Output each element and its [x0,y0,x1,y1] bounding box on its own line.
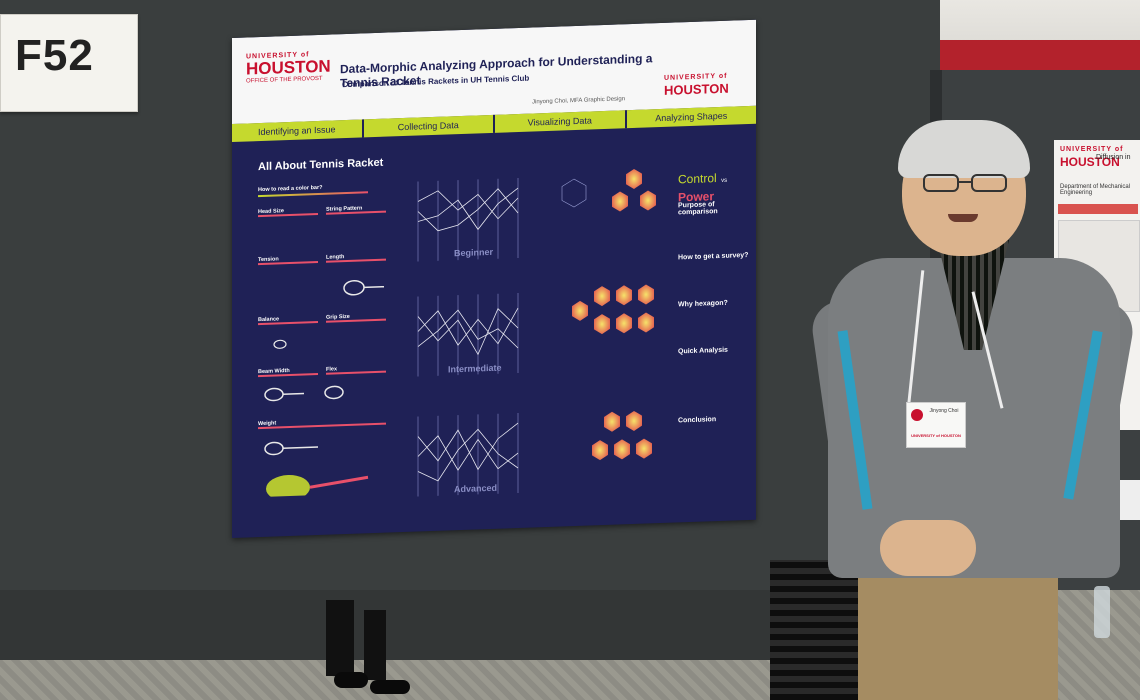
parallel-coordinate-charts [417,177,519,497]
poster-author: Jinyong Choi, MFA Graphic Design [532,96,626,106]
name-badge: Jinyong Choi UNIVERSITY of HOUSTON [906,402,966,448]
neighbor-poster-dept: Department of Mechanical Engineering [1060,184,1131,196]
section-tab: Collecting Data [363,114,495,138]
chart-label-intermediate: Intermediate [448,362,502,375]
logo-big-text: HOUSTON [664,80,729,98]
control-word: Control [678,171,717,187]
university-logo-left: UNIVERSITY of HOUSTON OFFICE OF THE PROV… [246,50,336,84]
about-section: Length [326,253,386,263]
chart-label-advanced: Advanced [454,482,498,495]
badge-organization: UNIVERSITY of HOUSTON [911,433,961,438]
right-column: Purpose of comparison How to get a surve… [678,200,752,425]
section-tab: Identifying an Issue [232,119,364,142]
about-section-label: How to read a color bar? [258,184,323,194]
about-divider [258,173,378,177]
racket-illustrations [264,279,384,498]
water-bottle [1094,586,1110,638]
university-logo-right: UNIVERSITY of HOUSTON [664,72,754,100]
glasses-icon [923,174,1007,192]
board-number-sign: F52 [0,14,138,112]
presenter-smile [948,214,978,222]
about-section: Tension [258,255,318,266]
neighbor-poster-banner [1058,204,1138,214]
chart-label-beginner: Beginner [454,246,494,259]
passerby-shoe [370,680,410,694]
about-sections: How to read a color bar? [258,183,388,208]
logo-small-text: UNIVERSITY of [1060,146,1124,153]
logo-big-text: HOUSTON [1060,155,1120,169]
right-heading: Conclusion [678,416,717,425]
board-number: F52 [15,31,94,80]
badge-name: Jinyong Choi [929,408,959,414]
badge-logo-icon [911,409,923,421]
about-section: Head Size [258,207,318,218]
presenter-trousers [858,560,1058,700]
about-heading: All About Tennis Racket [258,156,384,174]
passerby-leg [364,610,386,680]
neighbor-poster-logo: UNIVERSITY of HOUSTON [1060,146,1123,171]
vs-word: vs [721,177,728,184]
stacked-crates [770,560,860,700]
presenter-hands [880,520,976,576]
about-section: String Pattern [326,205,386,215]
passerby-leg [326,600,354,676]
presenter-hair [898,120,1030,178]
hexagon-shape-clusters [561,168,656,461]
section-tab: Visualizing Data [495,110,627,133]
passerby-shoe [334,672,368,688]
research-poster: UNIVERSITY of HOUSTON OFFICE OF THE PROV… [232,19,756,538]
neighbor-poster-title: Diffusion in [1096,154,1131,161]
section-tab: Analyzing Shapes [655,110,728,124]
